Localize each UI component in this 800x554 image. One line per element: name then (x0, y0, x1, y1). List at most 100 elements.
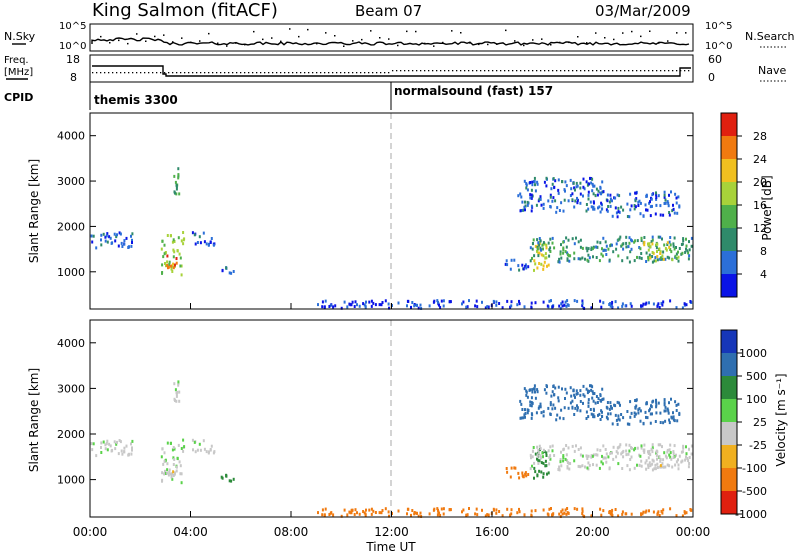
power-cell (562, 251, 565, 255)
nave-point (680, 70, 682, 72)
velocity-cell (449, 508, 452, 512)
nave-point (648, 70, 650, 72)
nsky-tick-top: 10^5 (59, 21, 86, 32)
velocity-cell (668, 453, 671, 457)
velocity-cell (356, 511, 358, 515)
velocity-cell (590, 454, 593, 458)
power-cell (651, 260, 654, 264)
velocity-cell (540, 461, 543, 465)
nave-point (180, 72, 182, 74)
power-cell (175, 192, 178, 196)
power-cell (618, 237, 621, 241)
velocity-cell (595, 463, 598, 467)
velocity-cell (537, 448, 540, 452)
nave-point (428, 70, 430, 72)
velocity-cell (175, 465, 178, 469)
power-cell (175, 183, 178, 187)
nave-point (284, 72, 286, 74)
power-cell (605, 253, 608, 256)
power-cell (593, 184, 596, 188)
nave-point (500, 70, 502, 72)
power-cell (596, 193, 599, 197)
velocity-cell (161, 471, 164, 475)
nave-point (272, 72, 274, 74)
freq-strip (89, 54, 694, 83)
y-tick-label: 2000 (57, 220, 85, 233)
power-cell (178, 252, 181, 256)
power-cell (682, 237, 685, 241)
nsearch-point (604, 37, 606, 39)
velocity-cell (659, 411, 662, 415)
power-cell (562, 248, 565, 252)
velocity-cell (476, 513, 479, 517)
power-cell (668, 240, 671, 244)
velocity-colorbar-segment (721, 376, 737, 400)
velocity-cell (462, 508, 465, 512)
velocity-cell (642, 422, 645, 426)
power-cell (529, 259, 532, 263)
power-cell (562, 209, 565, 213)
power-cell (321, 300, 324, 304)
velocity-cell (442, 512, 445, 516)
power-cell (688, 248, 691, 252)
power-cell (168, 263, 171, 267)
nave-point (160, 72, 162, 74)
velocity-cell (591, 454, 594, 458)
power-cell (599, 210, 602, 214)
power-cell (565, 245, 568, 249)
power-cell (649, 245, 652, 249)
velocity-cell (626, 422, 629, 426)
velocity-cell (662, 465, 665, 469)
velocity-cell (323, 513, 326, 517)
nave-point (548, 70, 550, 72)
power-cell (625, 245, 628, 249)
power-cell (661, 237, 663, 241)
power-cell (596, 240, 599, 244)
velocity-cell (664, 419, 667, 423)
power-cell (661, 254, 664, 258)
velocity-cell (517, 471, 520, 475)
power-cell (672, 244, 675, 248)
power-cell (585, 209, 588, 213)
power-cell (530, 188, 533, 192)
power-cell (669, 236, 672, 239)
power-cell (546, 264, 548, 268)
velocity-cell (655, 411, 658, 415)
velocity-cell (510, 466, 513, 470)
velocity-cell (177, 443, 180, 447)
power-cell (529, 181, 532, 184)
power-cell (438, 303, 440, 307)
power-cell (448, 300, 451, 304)
power-cell (364, 305, 367, 309)
power-cell (506, 299, 509, 303)
velocity-cell (95, 454, 98, 458)
velocity-cell (685, 445, 687, 449)
velocity-cell (655, 403, 658, 407)
velocity-cell (590, 455, 593, 459)
velocity-cell (209, 448, 212, 452)
velocity-cell (608, 510, 611, 513)
velocity-cell (202, 439, 205, 443)
velocity-cell (645, 459, 648, 463)
power-cell (649, 205, 652, 209)
power-cell (561, 304, 564, 308)
velocity-cell (387, 510, 390, 514)
velocity-cell (611, 451, 613, 455)
velocity-cell (465, 513, 468, 517)
power-cell (548, 254, 551, 258)
velocity-cell (168, 471, 171, 474)
power-cell (522, 267, 525, 271)
velocity-cell (640, 446, 643, 450)
power-cell (651, 251, 654, 254)
power-cell (573, 186, 576, 190)
power-colorbar-segment (721, 274, 737, 298)
power-cell (518, 268, 521, 272)
power-cell (591, 177, 594, 181)
velocity-cell (531, 464, 533, 468)
velocity-cell (666, 448, 669, 452)
velocity-cell (649, 421, 652, 425)
velocity-cell (407, 507, 410, 511)
power-cell (617, 210, 620, 214)
power-cell (638, 246, 641, 249)
